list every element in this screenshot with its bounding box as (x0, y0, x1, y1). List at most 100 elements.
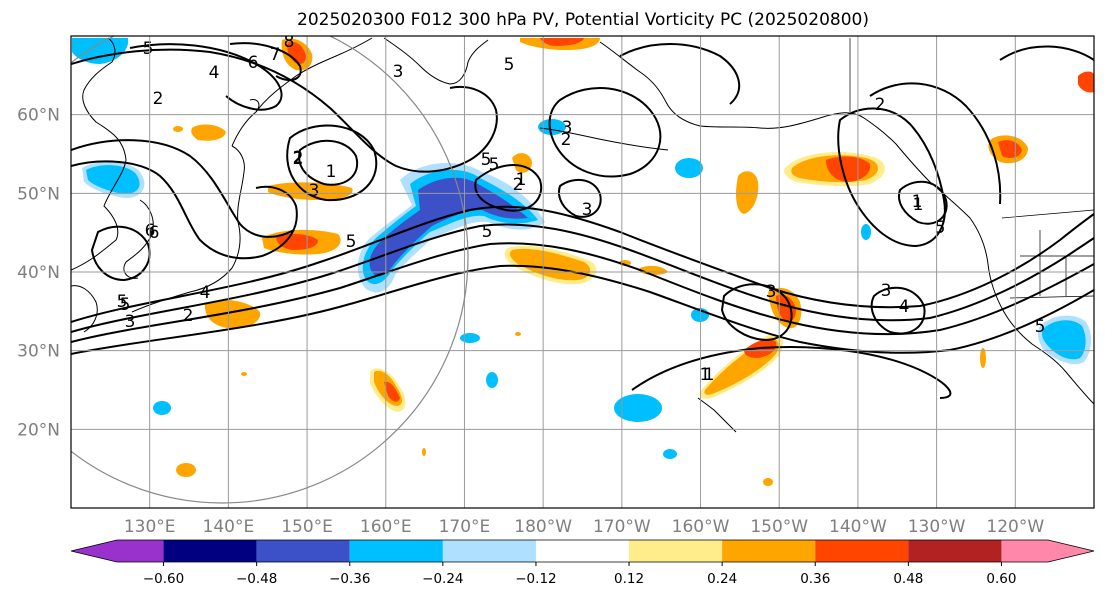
contour-value-label: 5 (143, 39, 154, 59)
contour-value-label: 2 (293, 149, 304, 169)
contour-value-label: 3 (393, 62, 404, 82)
contour-value-label: 2 (561, 130, 572, 150)
contour-value-label: 4 (209, 63, 220, 83)
colorbar-tick-label: 0.48 (893, 571, 923, 587)
korea-coastline (123, 199, 154, 279)
pv-positive-blob (763, 478, 773, 486)
colorbar (70, 539, 1095, 563)
longitude-labels: 130°E 140°E 150°E 160°E 170°E 180°W 170°W 160°W… (124, 517, 1045, 537)
lat-tick-label: 30°N (17, 342, 60, 362)
pv-positive-blob (173, 126, 183, 132)
contour-value-label: 7 (270, 45, 281, 65)
colorbar-extend-high (1001, 540, 1094, 562)
contour-value-label: 2 (293, 148, 304, 168)
colorbar-segment (442, 540, 536, 562)
contour-value-label: 5 (935, 218, 946, 238)
contour-value-label: 5 (504, 55, 515, 75)
pv-positive-region (736, 171, 759, 214)
pv-positive-blob (422, 448, 426, 456)
pv-negative-region (1042, 320, 1086, 360)
pv-negative-blob (460, 333, 480, 343)
lon-tick-label: 140°W (829, 517, 887, 537)
pv-negative-blob (486, 372, 498, 388)
kamchatka-coastline (383, 37, 489, 85)
lon-tick-label: 120°W (986, 517, 1044, 537)
colorbar-tick-label: −0.24 (422, 571, 463, 587)
pv-positive-region (204, 299, 261, 329)
contour-value-label: 4 (899, 297, 910, 317)
pv-positive-blob (176, 463, 196, 477)
pv-contour-closed-korea (90, 225, 151, 282)
pv-contour-2 (71, 264, 1094, 355)
contour-value-label: 2 (513, 175, 524, 195)
pv-contour-closed-subtropical (720, 283, 793, 342)
pv-contour-6-north (129, 43, 283, 111)
pv-contour-closed-central (474, 164, 543, 212)
pv-contour-3-closed-east (870, 286, 926, 335)
contour-value-label: 6 (248, 53, 259, 73)
lon-tick-label: 170°W (593, 517, 651, 537)
asia-coastline (71, 37, 127, 271)
pv-negative-blob (153, 401, 171, 415)
colorbar-extend-low (71, 540, 164, 562)
contour-value-label: 1 (700, 365, 711, 385)
contour-labels: 876542321355523565432121343121315552165 (117, 32, 1046, 385)
colorbar-segment (535, 540, 630, 562)
contour-value-label: 6 (149, 223, 160, 243)
pv-contour-bering (619, 43, 740, 105)
contour-value-label: 1 (913, 195, 924, 215)
colorbar-tick-label: 0.60 (986, 571, 1016, 587)
japan-coastline (131, 145, 245, 313)
latitude-labels: 20°N 30°N 40°N 50°N 60°N (17, 106, 60, 441)
colorbar-tick-label: 0.36 (800, 571, 830, 587)
pv-negative-blob (861, 224, 871, 240)
pv-strong-positive-core (540, 38, 584, 46)
lon-tick-label: 140°E (203, 517, 255, 537)
pv-negative-blob (663, 449, 677, 459)
colorbar-tick-label: −0.12 (515, 571, 556, 587)
contour-value-label: 5 (346, 232, 357, 252)
contour-value-label: 3 (125, 312, 136, 332)
us-mexico-border (1009, 295, 1094, 299)
lon-tick-label: 160°W (672, 517, 730, 537)
contour-value-label: 1 (704, 365, 715, 385)
lon-tick-label: 150°W (750, 517, 808, 537)
pv-strong-positive-core (1078, 71, 1094, 93)
colorbar-tick-label: −0.60 (143, 571, 184, 587)
contour-value-label: 3 (562, 118, 573, 138)
range-circle (71, 36, 469, 504)
pv-contour-3-west (71, 139, 295, 238)
contour-value-label: 3 (766, 282, 777, 302)
contour-value-label: 3 (881, 281, 892, 301)
lat-tick-label: 50°N (17, 184, 60, 204)
colorbar-outline (70, 539, 1095, 563)
pv-contour-3 (71, 242, 1094, 343)
pv-contour-2-west (71, 160, 298, 260)
contour-value-label: 3 (309, 181, 320, 201)
colorbar-tick-label: −0.48 (236, 571, 277, 587)
contour-value-label: 5 (120, 295, 131, 315)
contour-value-label: 5 (117, 292, 128, 312)
contour-value-label: 2 (153, 89, 164, 109)
contour-value-label: 3 (582, 200, 593, 220)
pv-strong-positive-core (998, 140, 1022, 158)
contour-value-label: 5 (482, 222, 493, 242)
hawaii-islands (697, 397, 737, 433)
contour-value-label: 4 (200, 283, 211, 303)
lon-tick-label: 180°W (514, 517, 572, 537)
coastlines (71, 37, 1094, 433)
lat-tick-label: 60°N (17, 106, 60, 126)
pv-contour-4 (71, 223, 1094, 333)
lat-tick-label: 40°N (17, 263, 60, 283)
colorbar-segment (629, 540, 723, 562)
map-title: 2025020300 F012 300 hPa PV, Potential Vo… (297, 10, 869, 30)
pv-negative-blob (675, 158, 703, 178)
contour-value-label: 2 (183, 306, 194, 326)
lon-tick-label: 160°E (360, 517, 412, 537)
kuril-coastline (255, 37, 373, 113)
pv-contours (71, 42, 1094, 399)
contour-value-label: 8 (284, 32, 295, 52)
pv-contour-closed-gulf-of-alaska (837, 107, 946, 248)
lat-tick-label: 20°N (17, 420, 60, 440)
